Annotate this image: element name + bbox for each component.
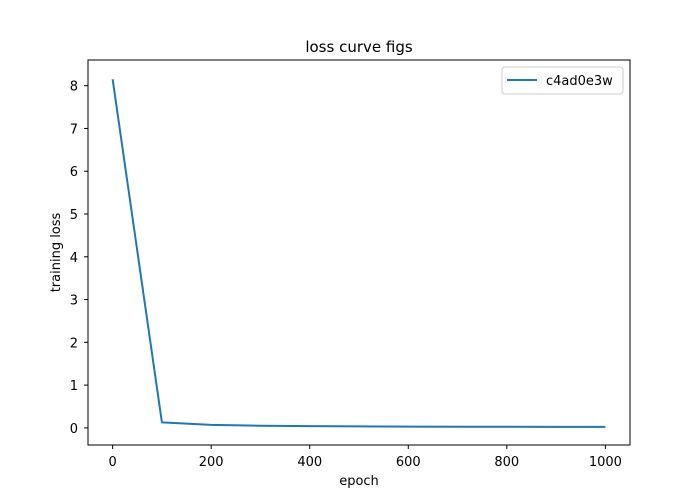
legend-box [501,66,624,95]
series-line-0 [111,79,606,428]
x-tick-label: 1000 [589,455,622,470]
legend-label: c4ad0e3w [546,74,613,89]
y-tick-label: 2 [70,336,78,351]
x-axis-ticks: 0 200 400 600 800 1000 [108,445,622,470]
series-layer [111,79,606,428]
y-tick-label: 0 [70,422,78,437]
y-axis-label: training loss [49,212,64,292]
x-axis-label: epoch [339,474,379,489]
x-tick-label: 200 [199,455,224,470]
x-tick-label: 0 [108,455,116,470]
y-tick-label: 4 [70,251,78,266]
y-tick-label: 5 [70,208,78,223]
y-tick-label: 1 [70,379,78,394]
y-tick-label: 6 [70,165,78,180]
y-tick-label: 7 [70,122,78,137]
x-tick-label: 600 [396,455,421,470]
y-tick-label: 8 [70,80,78,95]
y-tick-label: 3 [70,294,78,309]
chart-title: loss curve figs [305,38,413,56]
x-tick-label: 400 [297,455,322,470]
legend: c4ad0e3w [501,66,624,95]
x-tick-label: 800 [494,455,519,470]
y-axis-ticks: 0 1 2 3 4 5 6 7 8 [70,80,88,437]
plot-area [87,59,631,446]
plot-frame [87,59,631,446]
